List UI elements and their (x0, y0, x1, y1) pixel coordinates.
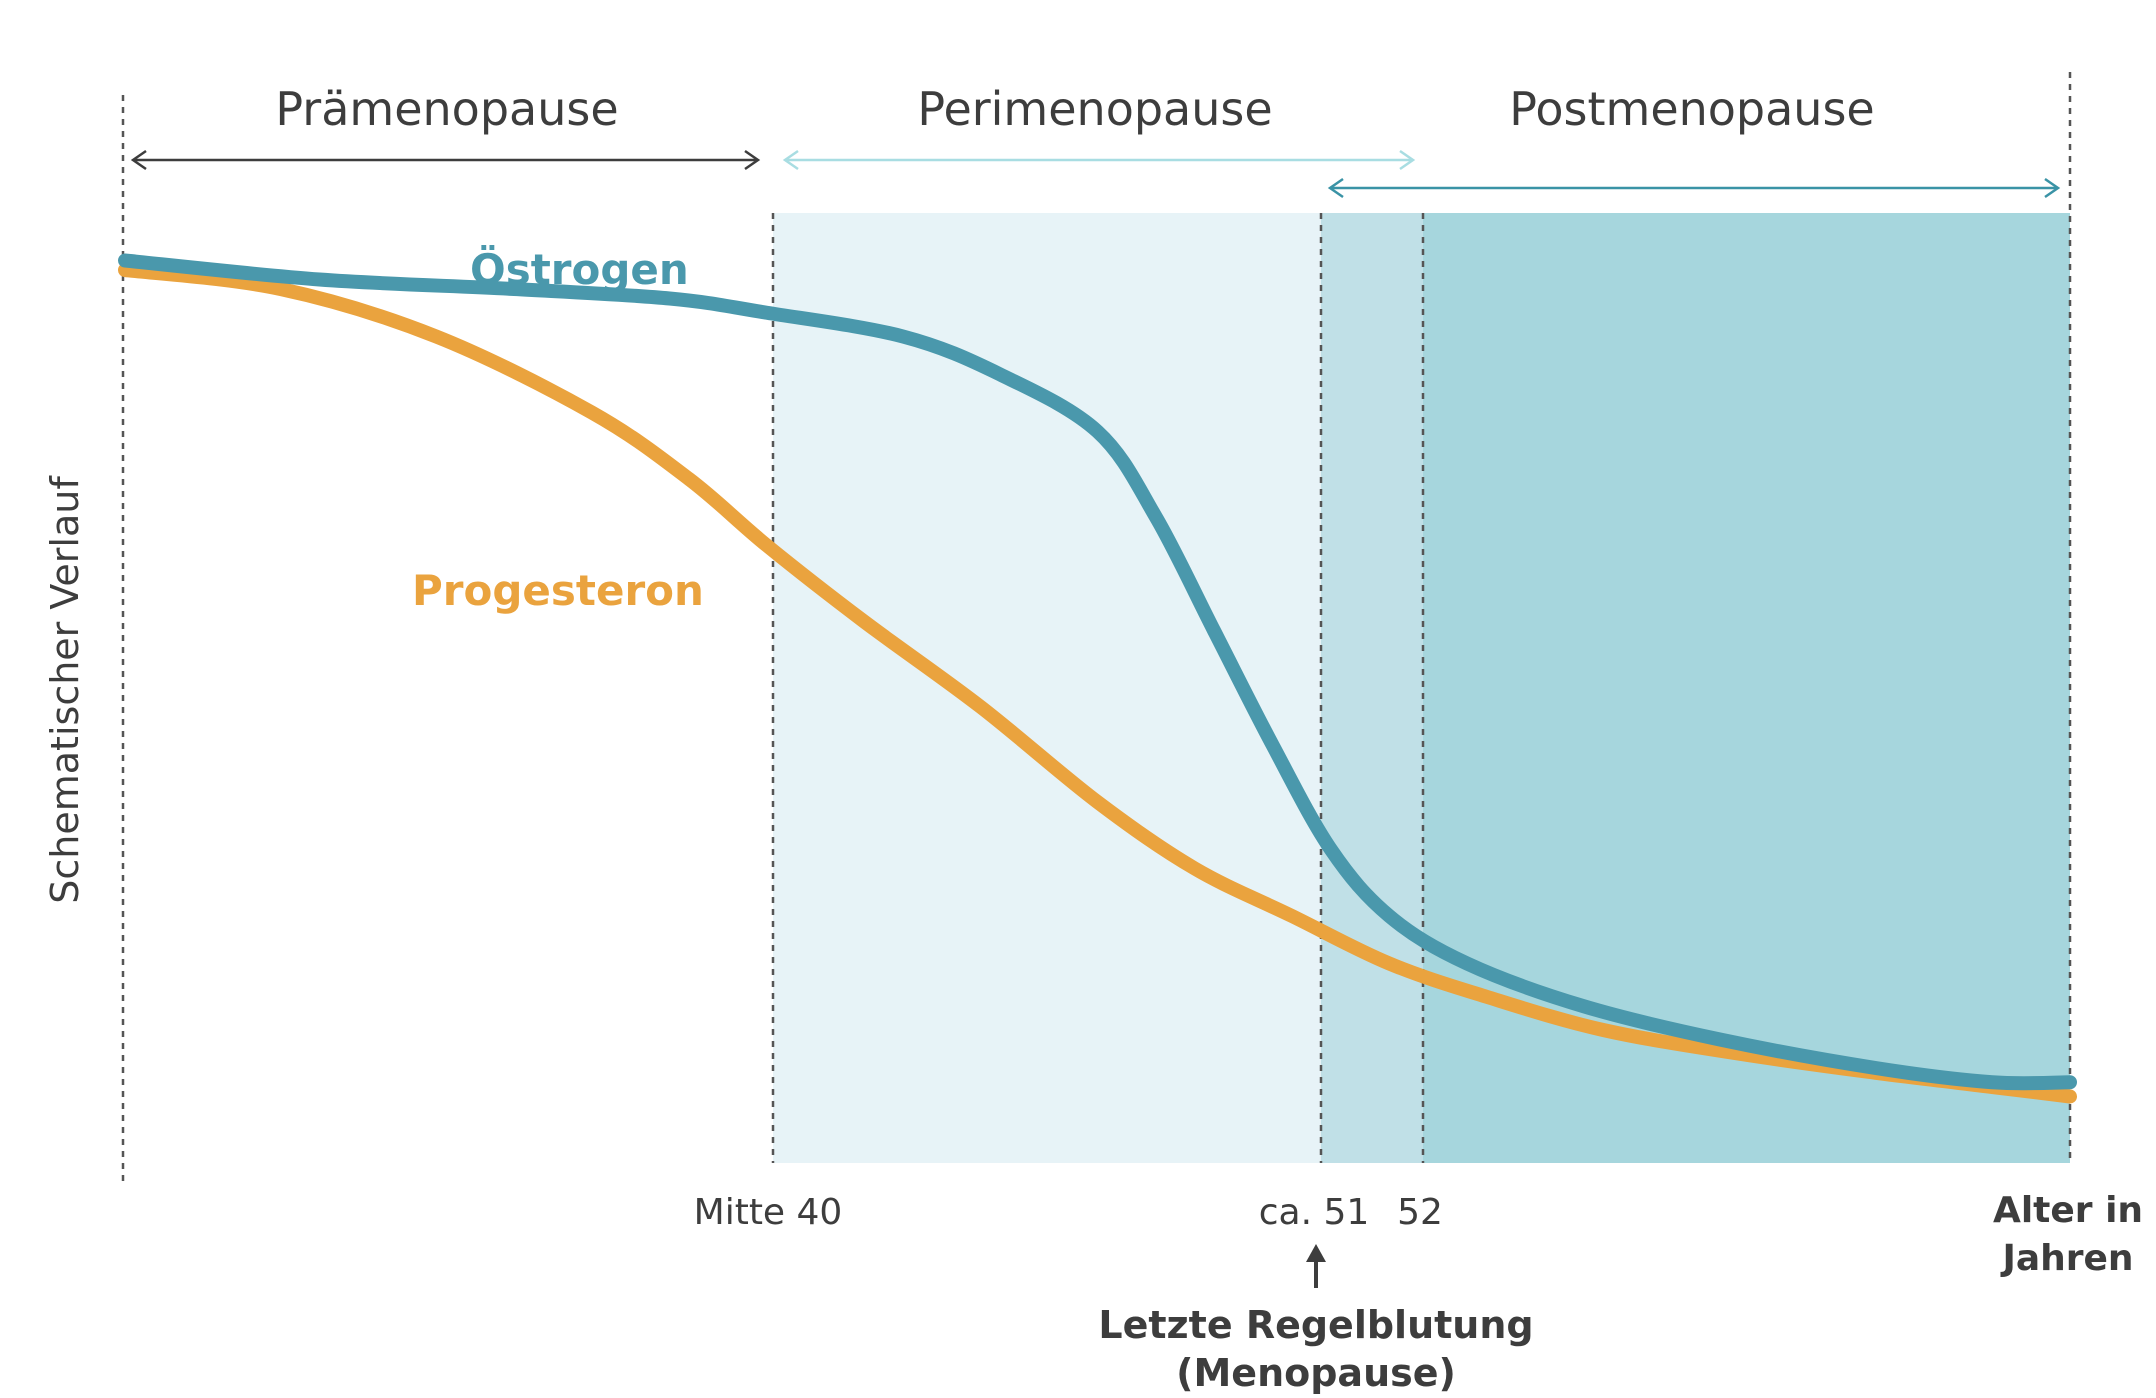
tick-label-mitte40: Mitte 40 (694, 1192, 843, 1233)
annotation-line1: Letzte Regelblutung (1098, 1303, 1533, 1347)
series-line-oestrogen (118, 253, 2077, 1091)
hormone-curves (118, 253, 2077, 1104)
menopause-arrow-icon (1306, 1244, 1326, 1288)
series-label-progesteron: Progesteron (412, 566, 704, 615)
phase-label-postmenopause: Postmenopause (1509, 82, 1874, 136)
y-axis-label: Schematischer Verlauf (43, 475, 87, 904)
phase-label-praemenopause: Prämenopause (275, 82, 618, 136)
phase-arrow-postmenopause (1327, 177, 2061, 199)
tick-label-ca51: ca. 51 (1259, 1192, 1370, 1233)
x-axis-label-line2: Jahren (1999, 1238, 2133, 1279)
phase-arrows (130, 149, 2061, 199)
tick-label-52: 52 (1397, 1192, 1443, 1233)
phase-arrow-perimenopause (782, 149, 1416, 171)
perimenopause-band (773, 213, 1321, 1163)
postmenopause-band (1423, 213, 2070, 1163)
phase-arrow-praemenopause (130, 149, 761, 171)
annotation-line2: (Menopause) (1176, 1351, 1456, 1395)
series-line-progesteron (118, 263, 2077, 1104)
series-label-oestrogen: Östrogen (470, 244, 689, 294)
menopause-band (1321, 213, 1423, 1163)
x-axis-label-line1: Alter in (1993, 1190, 2143, 1231)
phase-label-perimenopause: Perimenopause (917, 82, 1272, 136)
